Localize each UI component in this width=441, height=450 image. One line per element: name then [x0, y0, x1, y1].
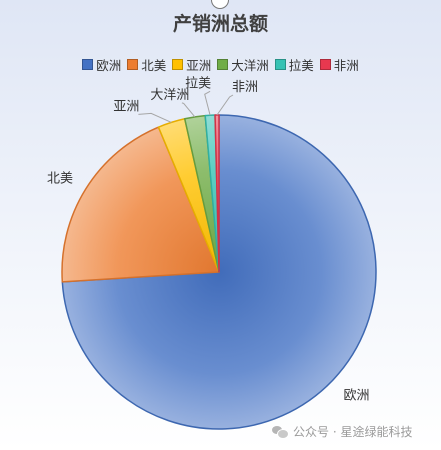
legend-swatch — [319, 59, 331, 70]
slice-label: 非洲 — [232, 80, 258, 95]
legend-label: 亚洲 — [186, 58, 212, 73]
leader-line — [216, 94, 234, 116]
slice-label: 欧洲 — [344, 389, 370, 404]
legend-swatch — [172, 59, 184, 70]
legend-swatch — [274, 59, 286, 70]
legend-item: 亚洲 — [172, 55, 211, 74]
legend-item: 拉美 — [274, 55, 314, 74]
slice-label: 亚洲 — [113, 99, 139, 114]
legend-label: 欧洲 — [96, 58, 122, 73]
watermark: 公众号 · 星途绿能科技 — [272, 423, 412, 440]
legend-label: 拉美 — [288, 58, 314, 73]
legend-label: 大洋洲 — [231, 58, 269, 73]
legend-swatch — [217, 59, 229, 70]
legend-swatch — [127, 59, 139, 70]
wechat-icon — [272, 425, 289, 439]
watermark-text: 公众号 · 星途绿能科技 — [293, 425, 413, 439]
legend-item: 大洋洲 — [217, 55, 269, 74]
slice-label: 拉美 — [185, 76, 211, 91]
chart-legend: 欧洲 北美 亚洲 大洋洲 拉美 非洲 — [0, 55, 441, 74]
legend-label: 北美 — [141, 58, 167, 73]
pie-slice — [61, 126, 220, 283]
legend-item: 北美 — [127, 55, 166, 74]
legend-swatch — [82, 59, 94, 70]
slice-label: 北美 — [47, 172, 73, 187]
legend-label: 非洲 — [333, 58, 359, 73]
slice-label: 大洋洲 — [150, 88, 189, 103]
leader-line — [204, 90, 211, 116]
legend-item: 非洲 — [319, 55, 359, 74]
leader-line — [181, 102, 196, 118]
leader-line — [138, 112, 172, 123]
legend-item: 欧洲 — [82, 55, 121, 74]
chart-title: 产销洲总额 — [172, 13, 268, 35]
